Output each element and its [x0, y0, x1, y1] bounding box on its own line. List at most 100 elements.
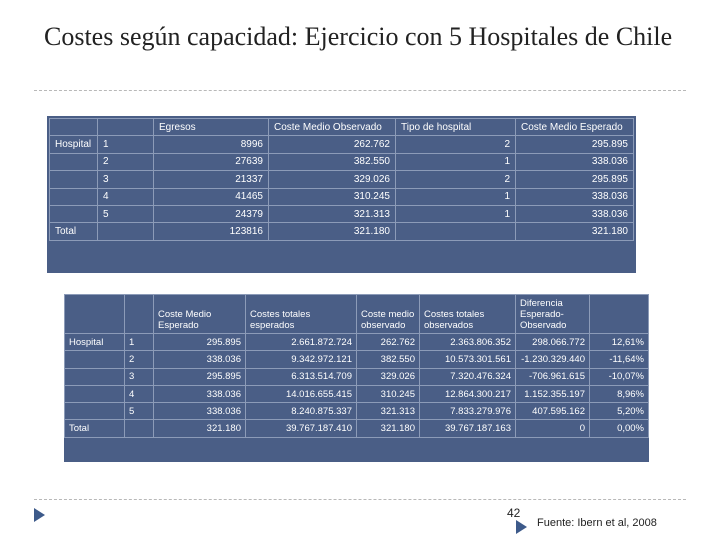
column-header [124, 294, 154, 334]
table-cell: 2 [395, 135, 516, 154]
table-cell: 9.342.972.121 [245, 350, 357, 369]
column-header: Costes totales observados [419, 294, 516, 334]
table-row: Total 321.180 39.767.187.410 321.180 39.767.… [64, 419, 649, 438]
header-row: Egresos Coste Medio Observado Tipo de hosp… [49, 117, 634, 137]
column-header: Coste Medio Esperado [153, 294, 246, 334]
table-cell: 329.026 [356, 367, 420, 386]
table-cell [64, 350, 125, 369]
table-cell: 7.833.279.976 [419, 402, 516, 421]
table-cell: 382.550 [268, 152, 396, 172]
table-cell [97, 222, 154, 241]
column-header: Coste Medio Observado [268, 117, 396, 137]
table-row: 5 24379 321.313 1 338.036 [49, 204, 634, 224]
table-cell: 262.762 [356, 332, 420, 352]
triangle-bullet-icon [516, 520, 527, 534]
table-cell: 2.363.806.352 [419, 332, 516, 352]
column-header [97, 117, 154, 137]
table-cell: 295.895 [153, 367, 246, 386]
table-cell: 407.595.162 [515, 402, 590, 421]
table-cell: Total [64, 419, 125, 438]
header-row: Coste Medio Esperado Costes totales esper… [64, 294, 649, 334]
column-header: Tipo de hospital [395, 117, 516, 137]
capacity-table: Egresos Coste Medio Observado Tipo de hosp… [47, 116, 636, 273]
page-number: 42 [507, 506, 521, 520]
table-cell: 4 [124, 384, 154, 404]
table-cell: 2 [97, 152, 154, 172]
table-cell: 3 [97, 170, 154, 189]
table-cell: -10,07% [589, 367, 649, 386]
table-cell: 338.036 [515, 152, 634, 172]
table-cell: 8,96% [589, 384, 649, 404]
table-cell [124, 419, 154, 438]
table-cell: 1 [124, 332, 154, 352]
table-cell: 321.180 [268, 222, 396, 241]
cost-comparison-table: Coste Medio Esperado Costes totales esper… [64, 294, 649, 462]
table-cell: 5 [97, 204, 154, 224]
table-row: 4 338.036 14.016.655.415 310.245 12.864.300.… [64, 384, 649, 404]
table-cell: 27639 [153, 152, 269, 172]
table-cell: 338.036 [515, 204, 634, 224]
table-cell: 338.036 [153, 384, 246, 404]
table-cell: 1 [395, 204, 516, 224]
table-row: 4 41465 310.245 1 338.036 [49, 187, 634, 206]
table-cell: Hospital [64, 332, 125, 352]
table-cell: 21337 [153, 170, 269, 189]
table-row: Hospital 1 295.895 2.661.872.724 262.762 2.36… [64, 332, 649, 352]
table-cell [49, 170, 98, 189]
table-cell: 12.864.300.217 [419, 384, 516, 404]
source-citation: Fuente: Ibern et al, 2008 [537, 517, 657, 529]
table-cell: 329.026 [268, 170, 396, 189]
column-header [589, 294, 649, 334]
table-cell: 39.767.187.163 [419, 419, 516, 438]
table-cell: -706.961.615 [515, 367, 590, 386]
table-cell: 1 [395, 152, 516, 172]
table-cell: 2 [124, 350, 154, 369]
column-header [49, 117, 98, 137]
top-divider [34, 90, 686, 91]
table-cell: 5 [124, 402, 154, 421]
table-cell: 12,61% [589, 332, 649, 352]
table-cell: 2 [395, 170, 516, 189]
table-cell: 382.550 [356, 350, 420, 369]
column-header [64, 294, 125, 334]
table-row: 2 338.036 9.342.972.121 382.550 10.573.301.5… [64, 350, 649, 369]
table-cell: 8.240.875.337 [245, 402, 357, 421]
column-header: Coste Medio Esperado [515, 117, 634, 137]
triangle-bullet-icon [34, 508, 45, 522]
table-cell: -11,64% [589, 350, 649, 369]
table-cell: 338.036 [515, 187, 634, 206]
table-cell: 338.036 [153, 350, 246, 369]
table-cell [64, 402, 125, 421]
table-row: Total 123816 321.180 321.180 [49, 222, 634, 241]
table-cell: 298.066.772 [515, 332, 590, 352]
table-cell: 295.895 [515, 135, 634, 154]
table-cell: 321.180 [356, 419, 420, 438]
table-row: 5 338.036 8.240.875.337 321.313 7.833.279.97… [64, 402, 649, 421]
table-cell: 8996 [153, 135, 269, 154]
table-cell: 321.313 [356, 402, 420, 421]
table-cell [64, 367, 125, 386]
table-cell: 310.245 [356, 384, 420, 404]
table-cell: 295.895 [153, 332, 246, 352]
table-cell: 338.036 [153, 402, 246, 421]
table-cell: 6.313.514.709 [245, 367, 357, 386]
column-header: Costes totales esperados [245, 294, 357, 334]
table-cell: 310.245 [268, 187, 396, 206]
table-cell: Total [49, 222, 98, 241]
column-header: Diferencia Esperado-Observado [515, 294, 590, 334]
table-cell [64, 384, 125, 404]
table-cell: -1.230.329.440 [515, 350, 590, 369]
table-cell: 0,00% [589, 419, 649, 438]
table-cell: 14.016.655.415 [245, 384, 357, 404]
table-cell: 10.573.301.561 [419, 350, 516, 369]
table-row: 2 27639 382.550 1 338.036 [49, 152, 634, 172]
table-cell: Hospital [49, 135, 98, 154]
table-cell [395, 222, 516, 241]
table-cell: 0 [515, 419, 590, 438]
bottom-divider [34, 499, 686, 500]
table-cell: 4 [97, 187, 154, 206]
table-cell [49, 187, 98, 206]
column-header: Egresos [153, 117, 269, 137]
table-cell [49, 204, 98, 224]
table-cell: 1.152.355.197 [515, 384, 590, 404]
